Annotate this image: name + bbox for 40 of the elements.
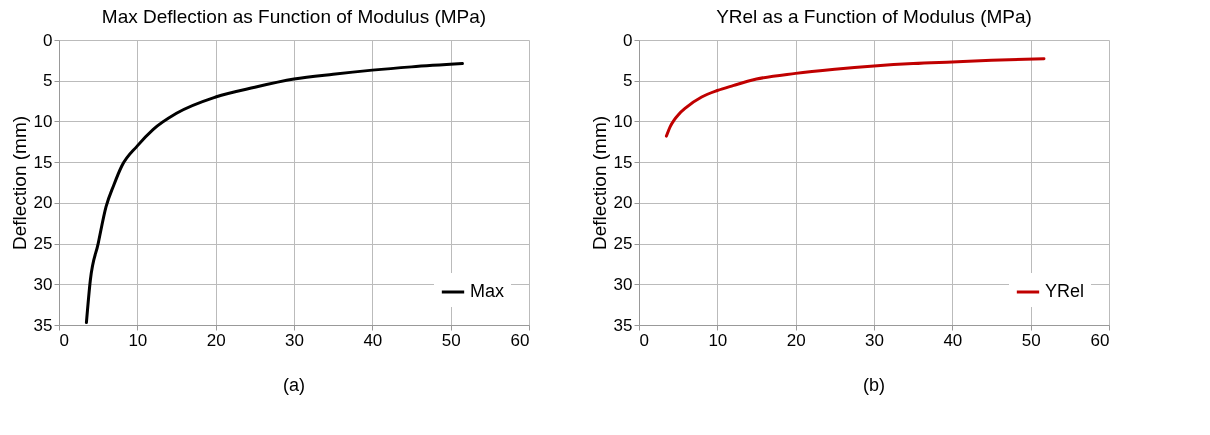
x-tick-label: 20 (786, 330, 806, 350)
x-tick-label: 0 (639, 330, 649, 350)
x-tick-label: 20 (206, 330, 226, 350)
y-tick-label: 5 (623, 71, 633, 91)
x-tick-label: 50 (1021, 330, 1041, 350)
legend-label: YRel (1045, 281, 1085, 301)
y-tick-label: 35 (613, 315, 633, 335)
x-tick-label: 30 (285, 330, 304, 350)
y-tick-label: 10 (33, 111, 53, 131)
y-tick-label: 20 (33, 193, 53, 213)
x-tick-label: 50 (441, 330, 461, 350)
y-tick-label: 30 (613, 274, 633, 294)
y-tick-label: 15 (33, 152, 53, 172)
x-tick-label: 40 (363, 330, 383, 350)
legend-label: Max (470, 281, 505, 301)
y-tick-label: 25 (33, 234, 53, 254)
x-tick-label: 40 (943, 330, 963, 350)
x-tick-label: 30 (865, 330, 884, 350)
line-series (84, 62, 464, 325)
chart-title: Max Deflection as Function of Modulus (MPa) (101, 6, 487, 27)
y-axis-title: Deflection (mm) (588, 115, 610, 251)
y-tick-label: 0 (43, 30, 53, 50)
y-tick-label: 5 (43, 71, 53, 91)
text: (b) (863, 375, 885, 395)
y-tick-label: 10 (613, 111, 633, 131)
y-tick-label: 30 (33, 274, 53, 294)
x-tick-label: 0 (59, 330, 69, 350)
text: (a) (283, 375, 305, 395)
chart-title: YRel as a Function of Modulus (MPa) (716, 6, 1032, 27)
y-tick-label: 35 (33, 315, 53, 335)
y-tick-label: 25 (613, 234, 633, 254)
x-tick-label: 10 (708, 330, 728, 350)
y-tick-label: 20 (613, 193, 633, 213)
x-tick-label: 60 (1090, 330, 1110, 350)
y-axis-title: Deflection (mm) (8, 115, 30, 251)
y-tick-label: 0 (623, 30, 633, 50)
y-tick-label: 15 (613, 152, 633, 172)
line-series (664, 57, 1046, 138)
x-tick-label: 10 (128, 330, 148, 350)
x-tick-label: 60 (510, 330, 530, 350)
